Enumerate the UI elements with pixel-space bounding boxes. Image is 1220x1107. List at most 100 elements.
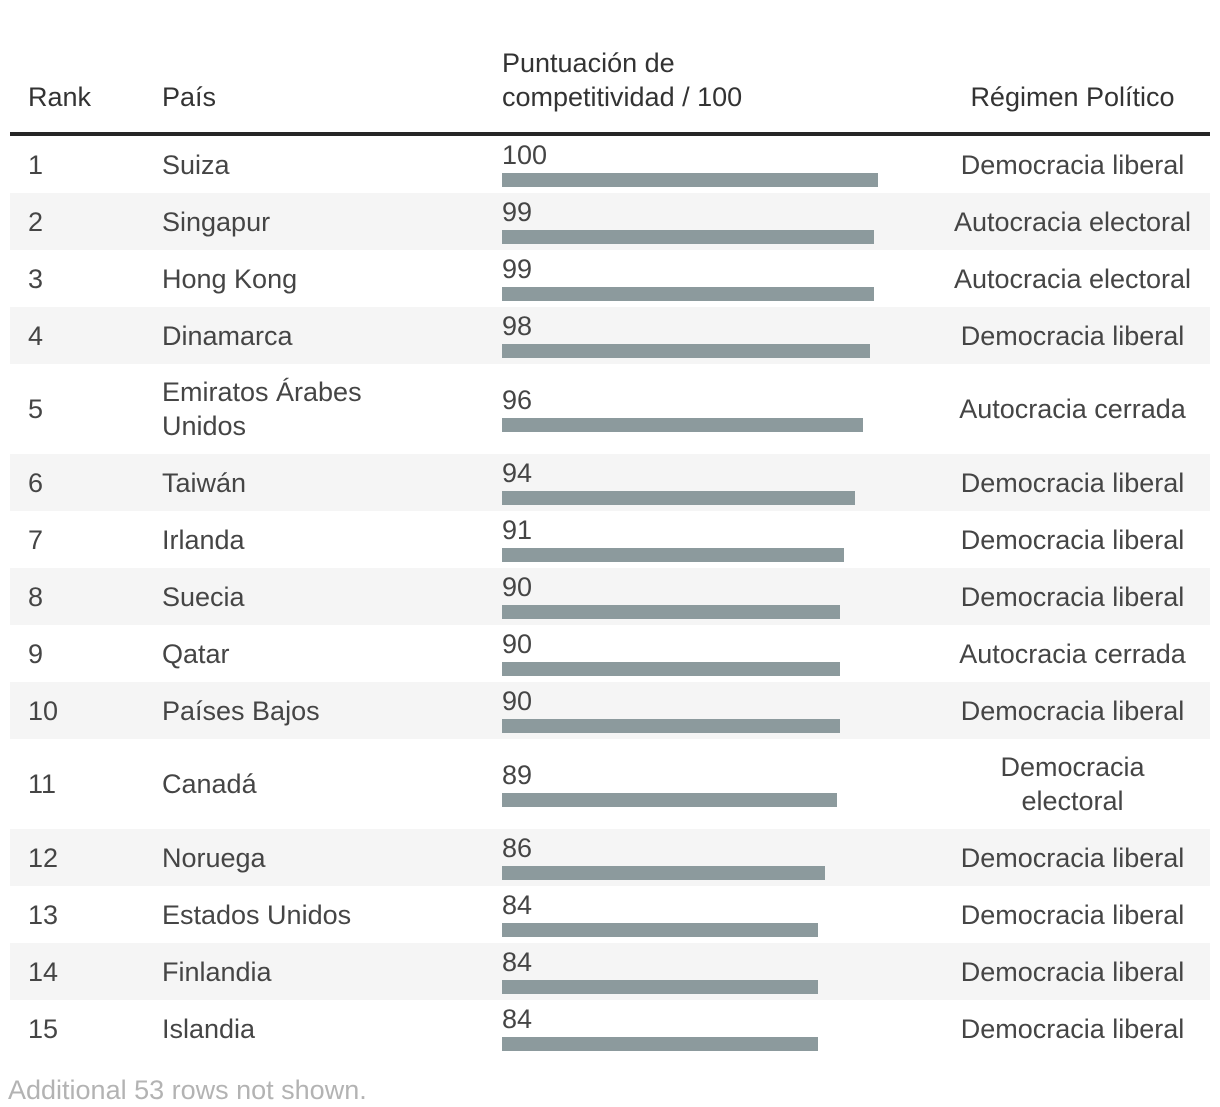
country-label: Estados Unidos (162, 899, 352, 930)
score-value: 84 (502, 947, 533, 977)
table-row: 4 Dinamarca 98 Democracia liberal (10, 307, 1210, 364)
country-label: Qatar (162, 638, 230, 669)
regime-label: Democracia liberal (960, 467, 1185, 498)
regime-cell: Democracia liberal (935, 137, 1210, 193)
rank-cell: 8 (28, 581, 44, 612)
table-row: 3 Hong Kong 99 Autocracia electoral (10, 250, 1210, 307)
table-row: 11 Canadá 89 Democracia electoral (10, 739, 1210, 829)
country-cell: Finlandia (152, 944, 492, 1000)
regime-cell: Democracia liberal (935, 455, 1210, 511)
score-bar-track (502, 866, 878, 880)
rank-cell: 14 (28, 956, 59, 987)
regime-label: Democracia liberal (960, 899, 1185, 930)
regime-label: Democracia electoral (1000, 752, 1145, 816)
country-label: Noruega (162, 842, 266, 873)
score-cell: 84 (492, 943, 935, 1000)
score-cell: 98 (492, 307, 935, 364)
score-bar-track (502, 1037, 878, 1051)
column-header-rank: Rank (28, 82, 92, 112)
score-bar-fill (502, 491, 856, 505)
rank-cell: 7 (28, 524, 44, 555)
table-row: 6 Taiwán 94 Democracia liberal (10, 454, 1210, 511)
regime-cell: Democracia liberal (935, 683, 1210, 739)
score-cell: 99 (492, 193, 935, 250)
score-bar-fill (502, 980, 818, 994)
table-row: 15 Islandia 84 Democracia liberal (10, 1000, 1210, 1057)
score-bar-fill (502, 344, 871, 358)
score-cell: 96 (492, 381, 935, 438)
country-cell: Países Bajos (152, 683, 492, 739)
score-value: 90 (502, 629, 533, 659)
table-row: 13 Estados Unidos 84 Democracia liberal (10, 886, 1210, 943)
regime-label: Democracia liberal (960, 1013, 1185, 1044)
table-row: 1 Suiza 100 Democracia liberal (10, 136, 1210, 193)
score-bar-track (502, 548, 878, 562)
regime-label: Democracia liberal (960, 524, 1185, 555)
score-value: 86 (502, 833, 533, 863)
regime-label: Democracia liberal (960, 695, 1185, 726)
score-value: 91 (502, 515, 533, 545)
regime-label: Autocracia electoral (953, 206, 1192, 237)
regime-label: Democracia liberal (960, 842, 1185, 873)
score-cell: 94 (492, 454, 935, 511)
country-cell: Estados Unidos (152, 887, 492, 943)
score-cell: 89 (492, 756, 935, 813)
rank-cell: 13 (28, 899, 59, 930)
score-bar-track (502, 662, 878, 676)
score-bar-fill (502, 605, 841, 619)
score-cell: 99 (492, 250, 935, 307)
regime-cell: Autocracia cerrada (935, 626, 1210, 682)
rank-cell: 9 (28, 638, 44, 669)
score-bar-track (502, 491, 878, 505)
score-cell: 91 (492, 511, 935, 568)
country-cell: Canadá (152, 756, 492, 812)
rank-cell: 12 (28, 842, 59, 873)
score-bar-fill (502, 719, 841, 733)
score-bar-fill (502, 173, 878, 187)
regime-cell: Democracia liberal (935, 1001, 1210, 1057)
score-bar-fill (502, 792, 837, 807)
score-value: 90 (502, 572, 533, 602)
table-row: 10 Países Bajos 90 Democracia liberal (10, 682, 1210, 739)
regime-label: Democracia liberal (960, 320, 1185, 351)
country-cell: Hong Kong (152, 251, 492, 307)
score-bar-fill (502, 287, 875, 301)
table-row: 8 Suecia 90 Democracia liberal (10, 568, 1210, 625)
country-cell: Islandia (152, 1001, 492, 1057)
country-label: Singapur (162, 206, 271, 237)
regime-label: Democracia liberal (960, 581, 1185, 612)
regime-cell: Democracia liberal (935, 830, 1210, 886)
country-cell: Irlanda (152, 512, 492, 568)
rank-cell: 10 (28, 695, 59, 726)
rank-cell: 15 (28, 1013, 59, 1044)
score-value: 90 (502, 686, 533, 716)
country-cell: Singapur (152, 194, 492, 250)
score-bar-track (502, 417, 878, 432)
column-header-regime-label: Régimen Político (970, 82, 1175, 112)
column-header-score: Puntuación de competitividad / 100 (492, 46, 935, 114)
score-bar-track (502, 792, 878, 807)
score-bar-track (502, 923, 878, 937)
rank-cell: 5 (28, 394, 44, 424)
score-bar-track (502, 173, 878, 187)
score-cell: 86 (492, 829, 935, 886)
score-bar-fill (502, 923, 818, 937)
regime-cell: Autocracia cerrada (935, 381, 1210, 437)
country-label: Taiwán (162, 467, 247, 498)
score-cell: 84 (492, 886, 935, 943)
table-row: 2 Singapur 99 Autocracia electoral (10, 193, 1210, 250)
score-cell: 90 (492, 625, 935, 682)
column-header-score-label: Puntuación de competitividad / 100 (502, 48, 743, 112)
regime-label: Autocracia electoral (953, 263, 1192, 294)
score-bar-track (502, 344, 878, 358)
country-label: Dinamarca (162, 320, 293, 351)
score-bar-track (502, 230, 878, 244)
table-row: 12 Noruega 86 Democracia liberal (10, 829, 1210, 886)
data-table: Rank País Puntuación de competitividad /… (10, 20, 1210, 1057)
regime-label: Autocracia cerrada (959, 638, 1186, 669)
country-label: Hong Kong (162, 263, 298, 294)
score-bar-track (502, 287, 878, 301)
country-cell: Qatar (152, 626, 492, 682)
country-label: Canadá (162, 769, 257, 799)
